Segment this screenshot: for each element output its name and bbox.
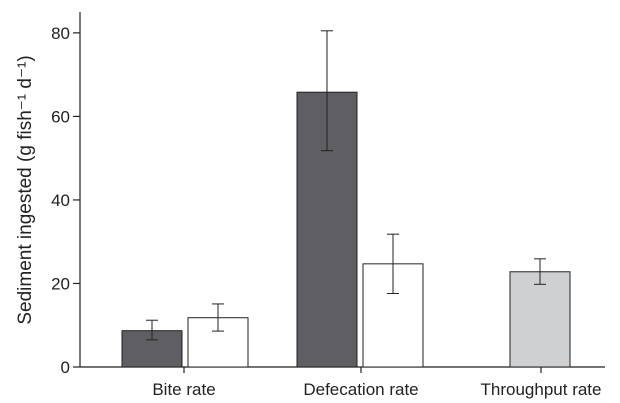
- y-tick-label-80: 80: [51, 24, 70, 43]
- x-axis: [80, 366, 605, 373]
- y-axis: 0 20 40 60 80: [51, 12, 81, 377]
- y-tick-label-40: 40: [51, 191, 70, 210]
- y-tick-label-0: 0: [61, 358, 70, 377]
- bar-2: [296, 91, 358, 368]
- y-axis-label: Sediment ingested (g fish⁻¹ d⁻¹): [15, 55, 36, 324]
- category-label-0: Bite rate: [152, 380, 215, 399]
- y-tick-label-60: 60: [51, 107, 70, 126]
- category-label-2: Throughput rate: [481, 380, 602, 399]
- error-bar-4: [534, 258, 546, 285]
- bar-4: [509, 271, 571, 368]
- error-bar-2: [321, 30, 333, 152]
- error-bar-3: [387, 233, 399, 294]
- category-label-1: Defecation rate: [303, 380, 418, 399]
- bars: [121, 91, 571, 368]
- error-bars: [146, 30, 546, 341]
- error-bar-1: [212, 303, 224, 332]
- error-bar-0: [146, 319, 158, 341]
- category-labels: Bite rate Defecation rate Throughput rate: [152, 380, 601, 399]
- y-tick-label-20: 20: [51, 274, 70, 293]
